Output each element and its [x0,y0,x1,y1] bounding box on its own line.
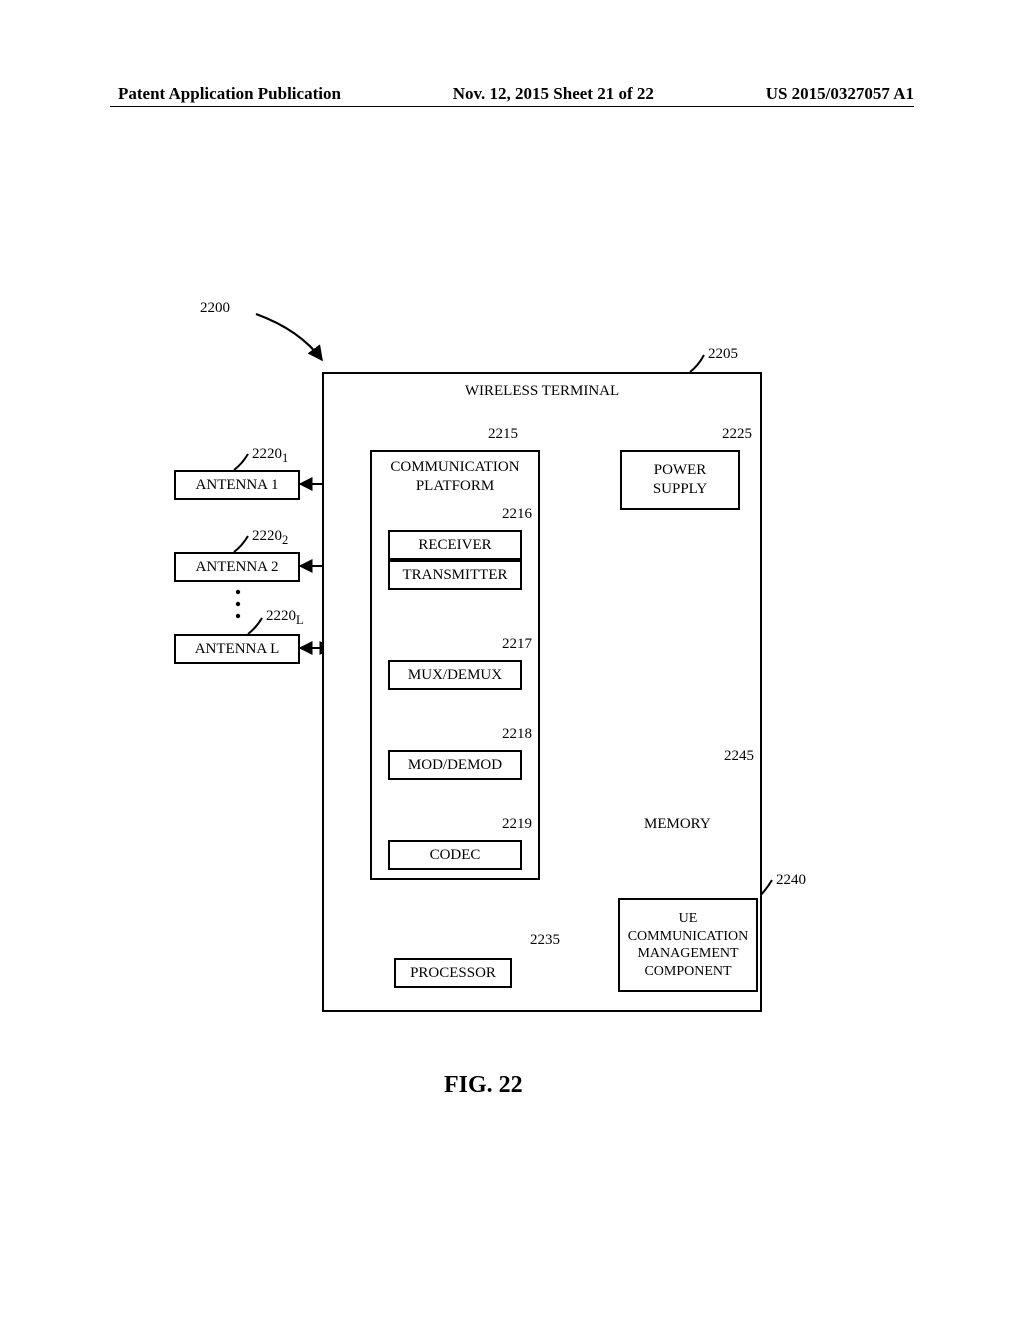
mux-box: MUX/DEMUX [388,660,522,690]
ref-2216: 2216 [502,506,532,523]
figure-caption: FIG. 22 [444,1072,523,1099]
antenna-1-label: ANTENNA 1 [196,476,279,495]
transmitter-label: TRANSMITTER [403,566,508,585]
wireless-terminal-title: WIRELESS TERMINAL [324,382,760,401]
mux-label: MUX/DEMUX [408,666,502,685]
mod-box: MOD/DEMOD [388,750,522,780]
receiver-label: RECEIVER [418,536,491,555]
mod-label: MOD/DEMOD [408,756,502,775]
transmitter-box: TRANSMITTER [388,560,522,590]
ue-mgmt-label: UE COMMUNICATION MANAGEMENT COMPONENT [628,910,749,980]
memory-label: MEMORY [644,816,711,833]
ref-2205: 2205 [708,346,738,363]
receiver-box: RECEIVER [388,530,522,560]
antenna-L-label: ANTENNA L [195,640,280,659]
ref-2235: 2235 [530,932,560,949]
power-supply-label: POWER SUPPLY [653,461,707,499]
antenna-L-box: ANTENNA L [174,634,300,664]
ref-antenna-L: 2220L [266,608,304,628]
communication-platform-title: COMMUNICATION PLATFORM [390,458,519,496]
power-supply-box: POWER SUPPLY [620,450,740,510]
codec-box: CODEC [388,840,522,870]
ref-2219: 2219 [502,816,532,833]
codec-label: CODEC [430,846,481,865]
processor-box: PROCESSOR [394,958,512,988]
ref-2217: 2217 [502,636,532,653]
ref-antenna-2: 22202 [252,528,288,548]
ref-2218: 2218 [502,726,532,743]
ref-2240: 2240 [776,872,806,889]
figure-diagram: 2200 WIRELESS TERMINAL 2205 COMMUNICATIO… [0,0,1024,1320]
ref-2245: 2245 [724,748,754,765]
ref-2225: 2225 [722,426,752,443]
antenna-2-box: ANTENNA 2 [174,552,300,582]
ref-2215: 2215 [488,426,518,443]
ref-2200: 2200 [200,300,230,317]
ref-antenna-1: 22201 [252,446,288,466]
ue-mgmt-box: UE COMMUNICATION MANAGEMENT COMPONENT [618,898,758,992]
antenna-1-box: ANTENNA 1 [174,470,300,500]
processor-label: PROCESSOR [410,964,496,983]
antenna-2-label: ANTENNA 2 [196,558,279,577]
